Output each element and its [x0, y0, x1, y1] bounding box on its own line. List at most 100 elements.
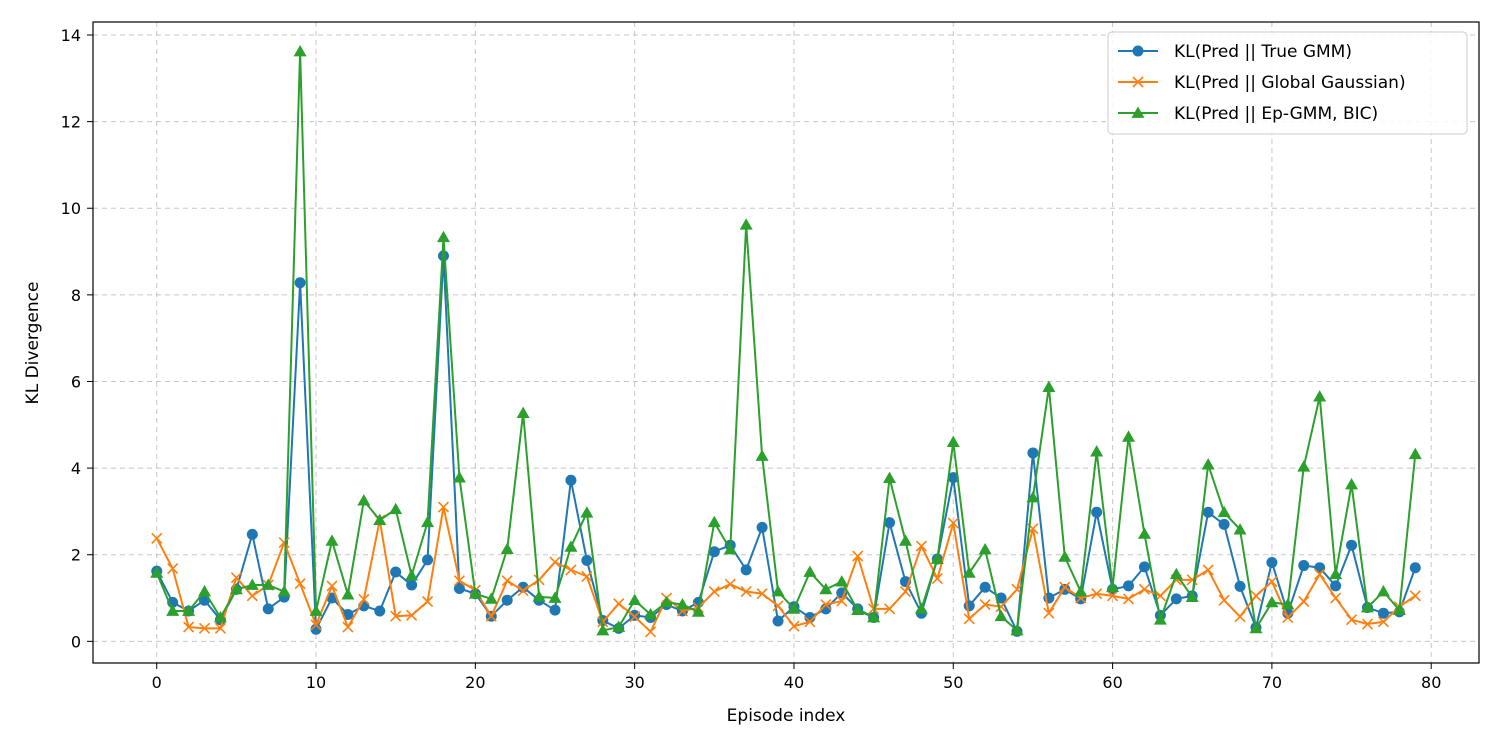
data-point-ep-gmm-bic: [707, 515, 721, 528]
data-point-ep-gmm-bic: [1106, 580, 1120, 593]
data-point-global-gaussian: [1218, 594, 1230, 606]
data-point-ep-gmm-bic: [325, 534, 339, 546]
data-point-ep-gmm-bic: [389, 502, 403, 515]
data-point-ep-gmm-bic: [612, 620, 626, 632]
y-tick-label: 6: [71, 372, 81, 391]
data-point-ep-gmm-bic: [644, 607, 658, 620]
data-point-ep-gmm-bic: [1122, 430, 1136, 442]
data-point-ep-gmm-bic: [1392, 603, 1406, 616]
y-tick-label: 14: [61, 26, 81, 45]
data-point-global-gaussian: [549, 556, 561, 568]
series-global-gaussian: [151, 501, 1421, 638]
data-point-true-gmm: [501, 594, 513, 606]
x-tick-label: 40: [784, 673, 804, 692]
data-point-ep-gmm-bic: [229, 582, 243, 595]
data-point-ep-gmm-bic: [803, 565, 817, 577]
data-point-true-gmm: [310, 623, 322, 635]
data-point-global-gaussian: [565, 564, 577, 576]
data-point-global-gaussian: [804, 616, 816, 628]
x-tick-label: 60: [1102, 673, 1122, 692]
data-point-ep-gmm-bic: [1074, 585, 1088, 597]
tick-layer: 0 10 20 30 40 50 60 70 80 0 2 4 6 8 10 12 14: [61, 26, 1442, 692]
data-point-global-gaussian: [820, 598, 832, 611]
data-point-true-gmm: [963, 600, 975, 612]
data-point-true-gmm: [979, 581, 991, 593]
data-point-ep-gmm-bic: [596, 624, 610, 636]
data-point-global-gaussian: [230, 572, 242, 584]
data-point-ep-gmm-bic: [564, 540, 578, 552]
data-point-global-gaussian: [613, 598, 625, 610]
data-point-ep-gmm-bic: [452, 471, 466, 483]
data-point-ep-gmm-bic: [421, 515, 435, 528]
data-point-global-gaussian: [947, 517, 959, 529]
series-layer: [150, 44, 1422, 638]
data-point-true-gmm: [406, 579, 418, 591]
data-point-global-gaussian: [390, 610, 402, 622]
data-point-true-gmm: [1346, 539, 1358, 551]
data-point-ep-gmm-bic: [182, 604, 196, 616]
data-point-global-gaussian: [151, 532, 163, 544]
data-point-ep-gmm-bic: [675, 598, 689, 610]
data-point-ep-gmm-bic: [771, 585, 785, 597]
data-point-global-gaussian: [1043, 607, 1055, 619]
data-point-global-gaussian: [437, 501, 450, 513]
data-point-true-gmm: [772, 615, 784, 627]
data-point-ep-gmm-bic: [436, 230, 450, 243]
data-point-ep-gmm-bic: [261, 578, 275, 590]
data-point-global-gaussian: [756, 588, 768, 600]
data-point-ep-gmm-bic: [787, 602, 801, 614]
data-point-ep-gmm-bic: [1153, 613, 1167, 625]
data-point-ep-gmm-bic: [1265, 595, 1279, 608]
data-point-true-gmm: [1123, 580, 1135, 592]
data-point-ep-gmm-bic: [1137, 527, 1151, 539]
x-tick-label: 10: [306, 673, 326, 692]
x-axis-label: Episode index: [727, 706, 846, 726]
data-point-ep-gmm-bic: [1169, 567, 1183, 580]
data-point-global-gaussian: [1234, 611, 1246, 623]
data-point-ep-gmm-bic: [1376, 585, 1390, 597]
data-point-ep-gmm-bic: [914, 602, 928, 614]
data-point-ep-gmm-bic: [994, 609, 1008, 622]
data-point-global-gaussian: [772, 600, 784, 612]
data-point-global-gaussian: [1107, 590, 1119, 602]
data-point-ep-gmm-bic: [405, 569, 419, 581]
data-point-true-gmm: [453, 583, 465, 595]
legend-label-true-gmm: KL(Pred || True GMM): [1174, 42, 1352, 62]
data-point-true-gmm: [1409, 562, 1421, 574]
legend-label-global-gaussian: KL(Pred || Global Gaussian): [1174, 73, 1406, 93]
legend-marker-true-gmm: [1132, 45, 1144, 57]
data-point-global-gaussian: [1011, 583, 1023, 595]
data-point-true-gmm: [1170, 593, 1182, 605]
data-point-global-gaussian: [326, 580, 338, 592]
data-point-true-gmm: [756, 521, 768, 533]
data-point-ep-gmm-bic: [867, 611, 881, 623]
data-point-ep-gmm-bic: [198, 585, 212, 597]
data-point-global-gaussian: [421, 595, 434, 608]
data-point-true-gmm: [947, 472, 959, 484]
data-point-true-gmm: [1330, 580, 1342, 592]
data-point-ep-gmm-bic: [1090, 445, 1104, 457]
data-point-global-gaussian: [294, 578, 306, 590]
y-tick-label: 12: [61, 113, 81, 132]
data-point-ep-gmm-bic: [1360, 601, 1374, 613]
data-point-ep-gmm-bic: [468, 587, 482, 599]
data-point-true-gmm: [1091, 506, 1103, 518]
data-point-ep-gmm-bic: [500, 542, 514, 554]
legend-marker-ep-gmm-bic: [1131, 106, 1145, 118]
data-point-ep-gmm-bic: [1233, 523, 1247, 535]
data-point-global-gaussian: [788, 620, 800, 632]
data-point-global-gaussian: [1122, 593, 1135, 605]
data-point-global-gaussian: [310, 619, 322, 631]
x-tick-label: 30: [624, 673, 644, 692]
data-point-true-gmm: [708, 546, 720, 558]
data-point-true-gmm: [740, 564, 752, 576]
data-point-ep-gmm-bic: [835, 575, 849, 587]
data-point-global-gaussian: [453, 575, 465, 587]
x-tick-label: 70: [1262, 673, 1282, 692]
data-point-true-gmm: [1298, 560, 1310, 572]
y-tick-label: 2: [71, 546, 81, 565]
data-point-ep-gmm-bic: [373, 513, 387, 525]
data-point-ep-gmm-bic: [946, 435, 960, 447]
legend-label-ep-gmm-bic: KL(Pred || Ep-GMM, BIC): [1174, 104, 1378, 124]
data-point-true-gmm: [374, 605, 386, 617]
